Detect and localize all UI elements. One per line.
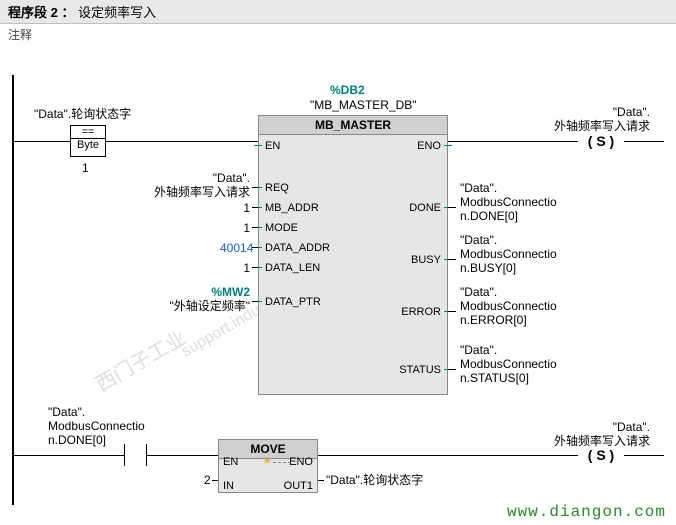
ladder-canvas: 技术论 西门子工业 support.industry.siemens.co "D… [0, 45, 676, 525]
port-busy: BUSY [411, 254, 441, 266]
comment-label: 注释 [0, 24, 676, 45]
segment-title: 设定频率写入 [78, 5, 156, 20]
wire [212, 480, 218, 481]
port-eno: ENO [417, 140, 441, 152]
footer-url: www.diangon.com [507, 503, 666, 521]
wire [448, 141, 578, 142]
db-label: %DB2 [330, 83, 365, 97]
compare-op: == [71, 126, 105, 139]
block-title: MB_MASTER [259, 116, 447, 135]
contact-tag: "Data".ModbusConnection.DONE[0] [48, 405, 168, 447]
wire [624, 455, 664, 456]
set-coil: ( S ) [576, 133, 626, 149]
port-error: ERROR [401, 306, 441, 318]
eno-tag: "Data".外轴频率写入请求 [530, 105, 650, 133]
wire [146, 455, 218, 456]
port-req: REQ [265, 182, 289, 194]
wire [106, 141, 258, 142]
compare-box: == Byte [70, 125, 106, 157]
segment-label: 程序段 2 ： [8, 5, 74, 20]
port-data_ptr: DATA_PTR [265, 296, 321, 308]
compare-type: Byte [71, 139, 105, 151]
watermark: 西门子工业 [89, 322, 190, 397]
compare-tag: "Data".轮询状态字 [34, 107, 131, 121]
move-block: MOVE ENENOINOUT1✳ [218, 439, 318, 493]
wire [318, 480, 324, 481]
wire [14, 141, 70, 142]
wire [318, 455, 578, 456]
power-rail [12, 75, 14, 505]
network-header: 程序段 2 ： 设定频率写入 [0, 0, 676, 24]
port-done: DONE [409, 202, 441, 214]
dbname-label: "MB_MASTER_DB" [310, 98, 417, 112]
coil2-tag: "Data".外轴频率写入请求 [530, 420, 650, 448]
wire [624, 141, 664, 142]
port-data_addr: DATA_ADDR [265, 242, 330, 254]
port-status: STATUS [399, 364, 441, 376]
port-data_len: DATA_LEN [265, 262, 320, 274]
port-en: EN [265, 140, 280, 152]
mb-master-block: MB_MASTER EN REQ MB_ADDR MODE DATA_ADDR DATA_… [258, 115, 448, 395]
set-coil-2: ( S ) [576, 447, 626, 463]
contact [124, 444, 125, 466]
compare-val: 1 [82, 161, 89, 175]
move-out-tag: "Data".轮询状态字 [326, 473, 423, 487]
port-mode: MODE [265, 222, 298, 234]
wire [14, 455, 124, 456]
move-in-val: 2 [204, 473, 211, 487]
port-mb_addr: MB_ADDR [265, 202, 319, 214]
